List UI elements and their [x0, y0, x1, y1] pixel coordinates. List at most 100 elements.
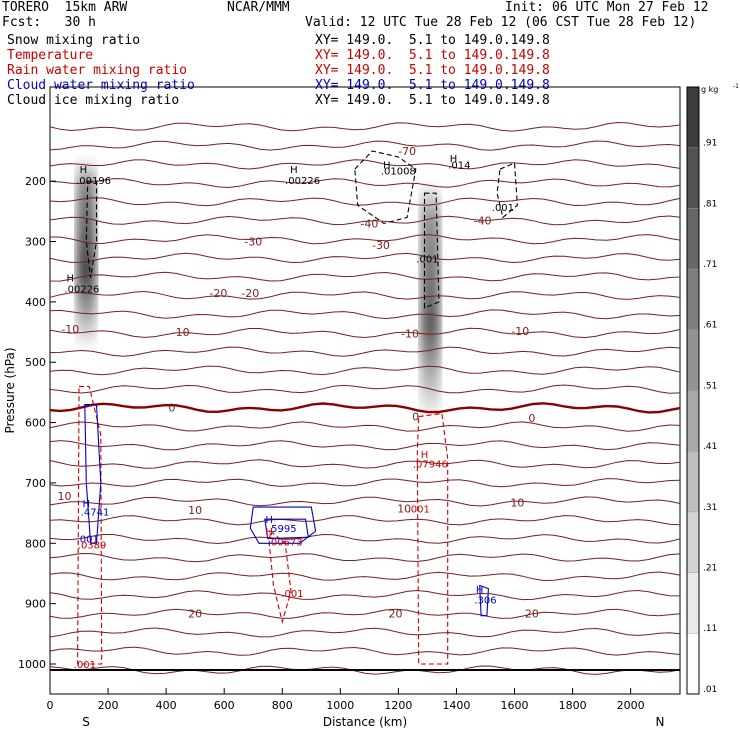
temperature-label: 20	[188, 607, 202, 620]
colorbar-tick-label: .21	[703, 564, 717, 574]
colorbar-segment	[686, 329, 700, 391]
temperature-label: -20	[209, 287, 227, 300]
legend-temp-xy: XY= 149.0. 5.1 to 149.0.149.8	[315, 48, 550, 63]
contour-annotation: H	[67, 274, 75, 285]
colorbar-tick-label: .51	[703, 381, 717, 391]
contour-annotation: H	[421, 450, 429, 461]
x-tick-label: 800	[272, 699, 293, 712]
contour-annotation: .00226	[285, 176, 320, 187]
isotherm-line	[49, 327, 681, 339]
legend-rain-label: Rain water mixing ratio	[7, 63, 188, 78]
temperature-label: 0	[412, 411, 419, 424]
temperature-label: -20	[241, 287, 259, 300]
temperature-label: 20	[388, 607, 402, 620]
x-tick-label: 1200	[384, 699, 412, 712]
legend-cloudice-xy: XY= 149.0. 5.1 to 149.0.149.8	[315, 93, 550, 108]
cloud-ice-contour	[354, 150, 417, 224]
isotherm-line	[49, 271, 681, 282]
contour-annotation: H	[80, 165, 88, 176]
colorbar-tick-label: .81	[703, 199, 717, 209]
isotherm-line	[49, 496, 681, 507]
y-tick-label: 300	[25, 236, 46, 249]
colorbar-segment	[686, 572, 700, 634]
colorbar-tick-label: .41	[703, 442, 717, 452]
x-tick-label: 400	[156, 699, 177, 712]
contour-annotation: H	[450, 154, 458, 165]
isotherm-line	[49, 402, 681, 414]
temperature-label: 10	[397, 502, 411, 515]
contour-annotation: .001	[74, 660, 96, 671]
contour-annotation: .001	[416, 254, 438, 265]
snow-column-1	[420, 181, 441, 423]
contour-annotation: .00226	[64, 285, 99, 296]
init-time: Init: 06 UTC Mon 27 Feb 12	[505, 0, 709, 15]
contour-annotation: .5995	[268, 524, 297, 535]
contour-annotation: .001	[492, 203, 514, 214]
x-axis-title: Distance (km)	[323, 715, 407, 729]
isotherm-line	[49, 478, 681, 488]
isotherm-line	[49, 589, 681, 601]
colorbar-tick-label: .61	[703, 321, 717, 331]
contour-annotation: .001	[408, 504, 430, 515]
y-tick-label: 200	[25, 175, 46, 188]
temperature-label: -10	[61, 323, 79, 336]
isotherm-line	[49, 440, 681, 451]
isotherm-line	[49, 290, 681, 300]
colorbar-tick-label: .71	[703, 260, 717, 270]
isotherm-line	[49, 252, 681, 264]
colorbar-unit-exponent: -1	[733, 83, 739, 90]
forecast-hour: Fcst: 30 h	[2, 15, 96, 30]
colorbar-segment	[686, 208, 700, 270]
isotherm-line	[49, 215, 681, 226]
temperature-label: -40	[474, 214, 492, 227]
temperature-label: -10	[401, 327, 419, 340]
cloud-ice-contour	[85, 180, 98, 278]
temperature-label: 10	[510, 496, 524, 509]
temperature-label: -40	[360, 217, 378, 230]
rain-contour	[77, 385, 103, 665]
isotherm-line	[49, 665, 681, 675]
y-tick-label: 500	[25, 356, 46, 369]
x-tick-label: 600	[214, 699, 235, 712]
contour-annotation: H	[265, 527, 273, 538]
y-axis-title: Pressure (hPa)	[3, 347, 17, 433]
contour-annotation: H	[290, 165, 298, 176]
contour-annotation: .014	[448, 160, 470, 171]
isotherm-line	[49, 197, 681, 207]
temperature-label: -30	[372, 239, 390, 252]
isotherm-line	[49, 533, 681, 545]
temperature-label: -70	[398, 145, 416, 158]
contour-annotation: H	[83, 499, 91, 510]
isotherm-line	[49, 384, 681, 394]
isotherm-line	[49, 608, 681, 619]
contour-annotation: H	[383, 160, 391, 171]
isotherm-line	[49, 234, 681, 245]
cloud-water-contour	[264, 518, 310, 540]
legend-temp-label: Temperature	[7, 48, 94, 63]
colorbar-segment	[686, 633, 700, 695]
rain-contour	[416, 412, 449, 665]
isotherm-line	[49, 459, 681, 469]
x-tick-label: 1800	[559, 699, 587, 712]
colorbar-segment	[686, 147, 700, 209]
contour-annotation: .07946	[413, 460, 448, 471]
isotherm-line	[49, 121, 681, 132]
x-tick-label: 1400	[442, 699, 470, 712]
x-tick-label: 200	[98, 699, 119, 712]
colorbar-tick-label: .31	[703, 503, 717, 513]
colorbar-segment	[686, 390, 700, 452]
y-tick-label: 800	[25, 537, 46, 550]
legend-cloudwater-label: Cloud water mixing ratio	[7, 78, 195, 93]
colorbar-frame	[686, 86, 700, 695]
colorbar-tick-label: .01	[703, 685, 717, 695]
colorbar-tick-label: .11	[703, 624, 717, 634]
model-title: TORERO 15km ARW	[2, 0, 128, 15]
temperature-label: 20	[525, 607, 539, 620]
temperature-label: 10	[58, 490, 72, 503]
isotherm-line	[49, 552, 681, 563]
x-tick-label: 1600	[501, 699, 529, 712]
legend-snow-xy: XY= 149.0. 5.1 to 149.0.149.8	[315, 33, 550, 48]
y-tick-label: 1000	[18, 658, 46, 671]
temperature-label: -10	[172, 326, 190, 339]
